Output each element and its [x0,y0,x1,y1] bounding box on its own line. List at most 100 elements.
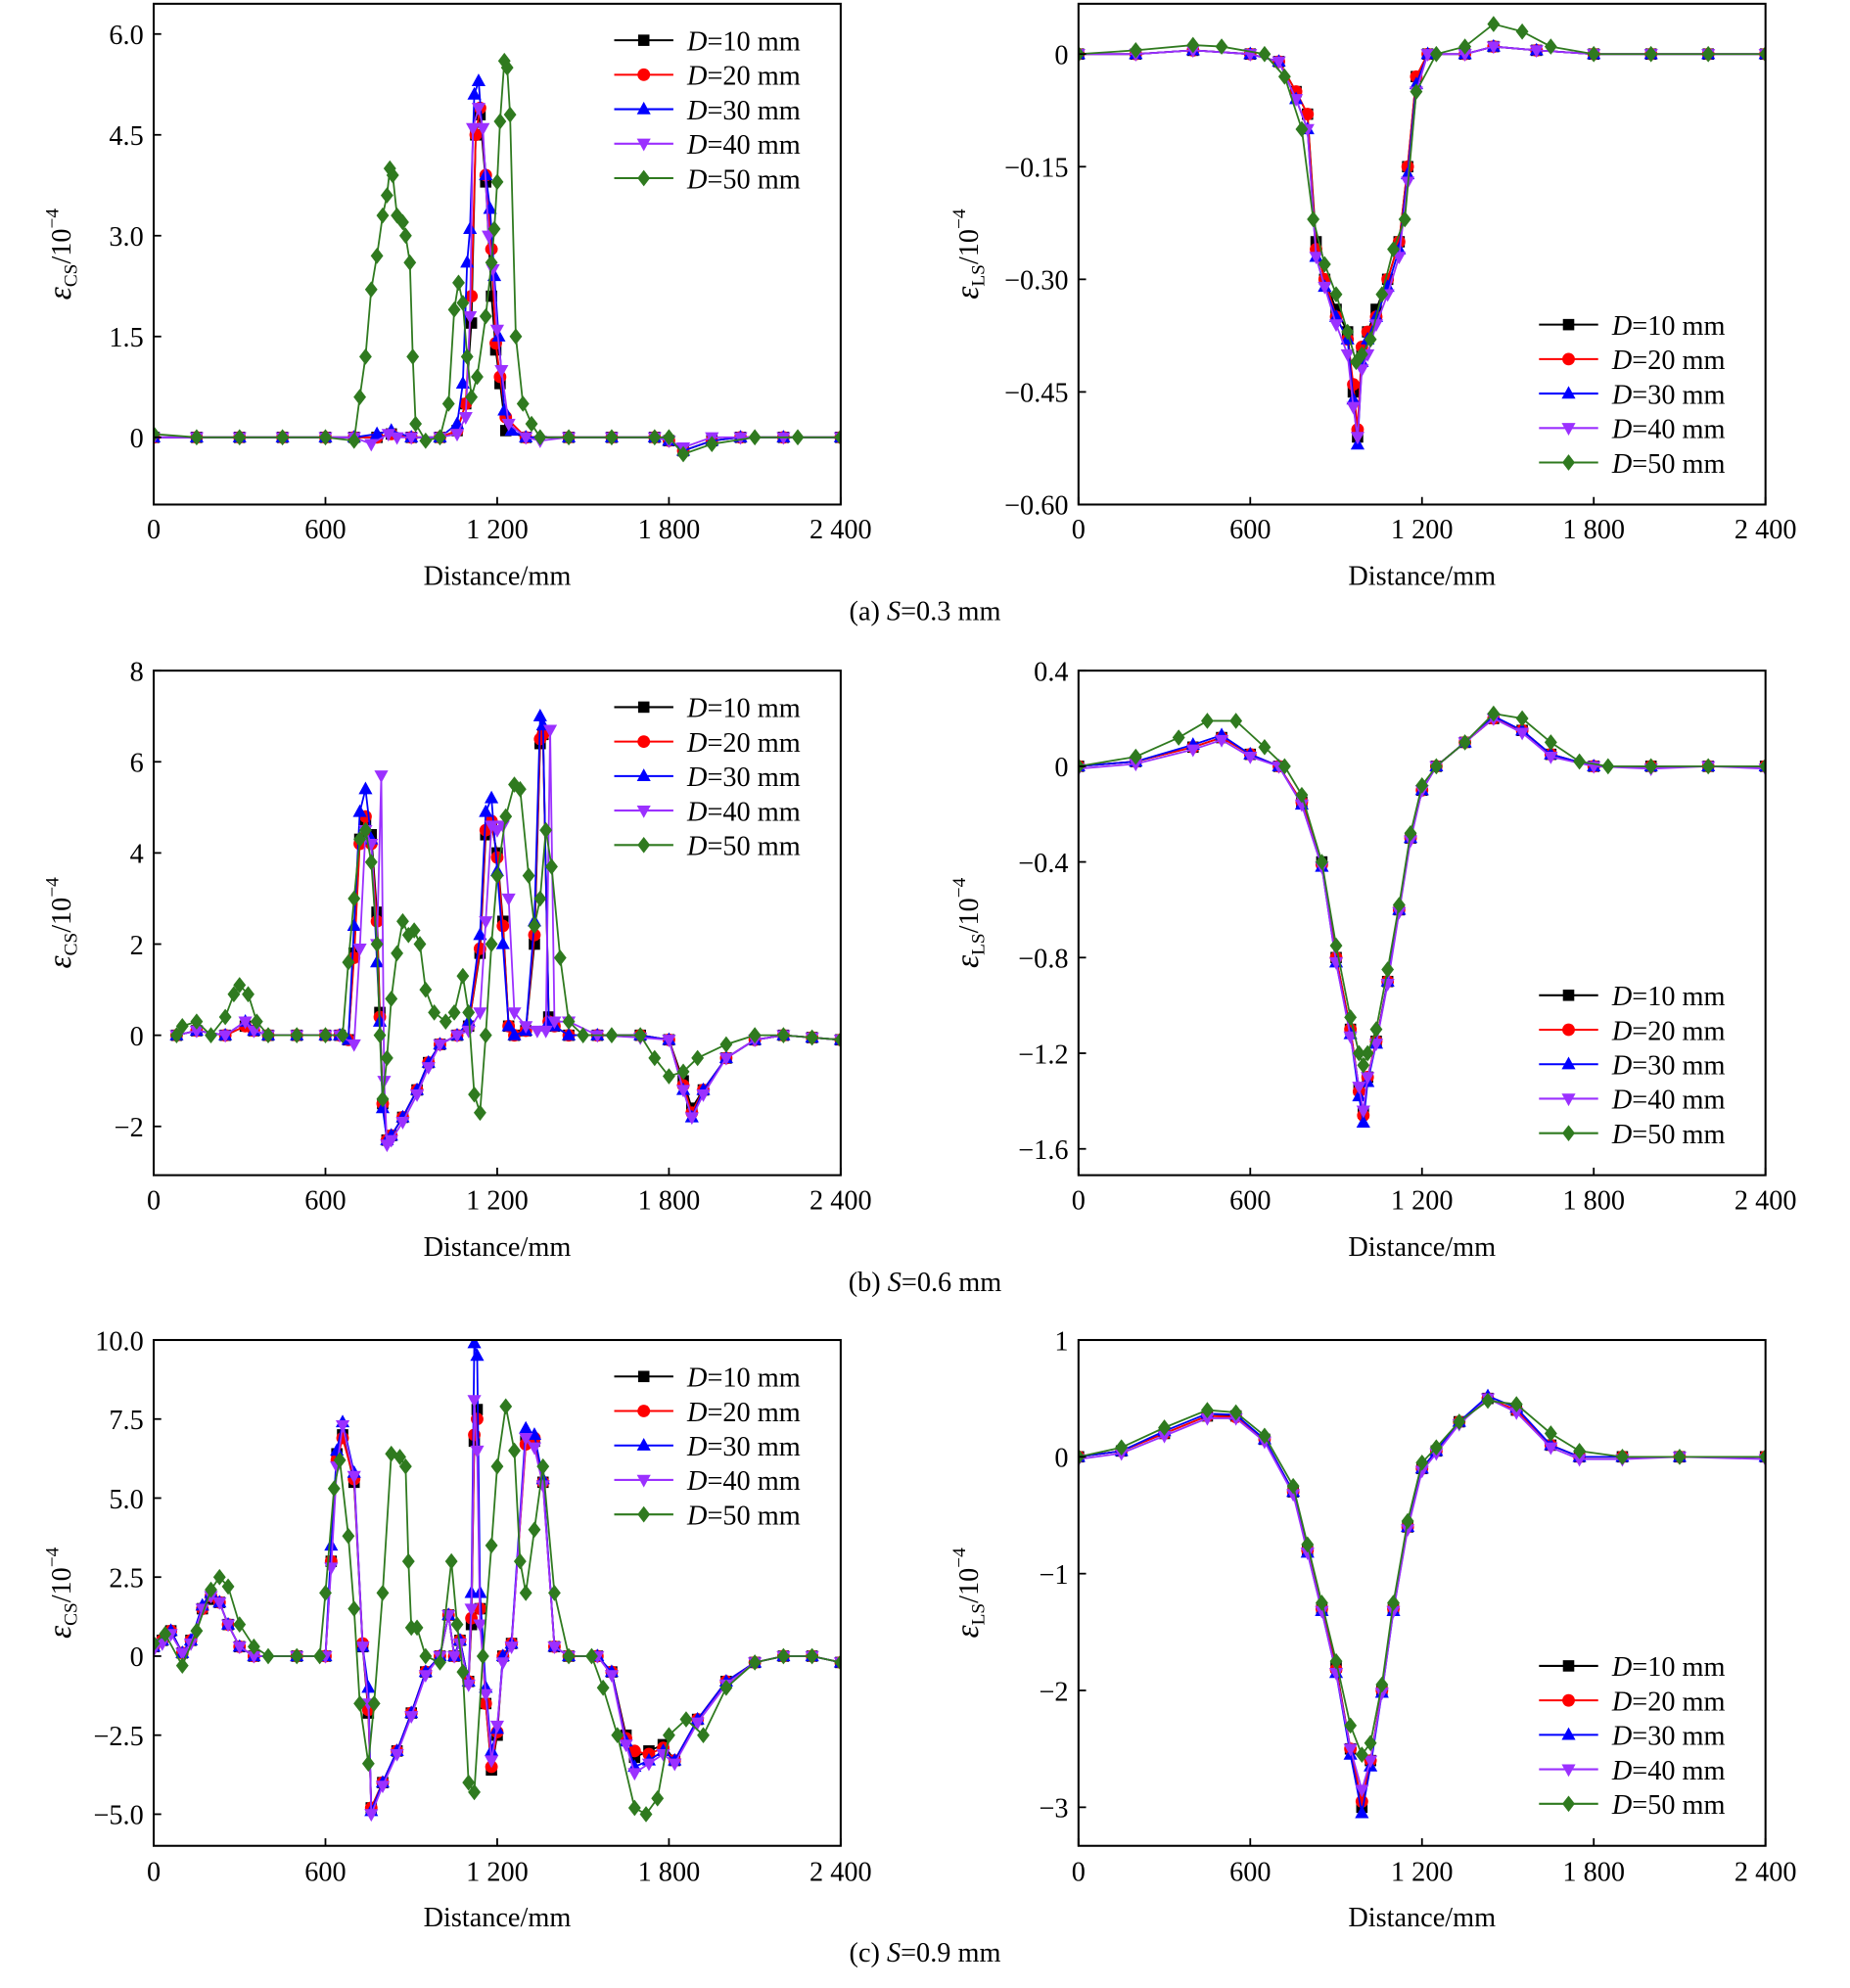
y-tick-label: 7.5 [109,1406,143,1436]
data-point-diamond [1544,734,1557,751]
legend-value: =50 mm [1632,1120,1725,1150]
y-label-subscript: CS [62,264,82,288]
y-tick-label: −0.4 [1018,849,1068,879]
data-point-triangle-down [519,1432,533,1446]
data-point-diamond [333,1452,347,1469]
data-point-diamond [776,1027,790,1044]
legend-label: D=20 mm [686,1398,801,1428]
data-point-diamond [1429,758,1443,775]
y-label-superscript: −4 [949,1548,970,1568]
data-point-triangle-down [1286,1489,1301,1503]
data-point-circle [637,68,651,81]
data-point-triangle-up [532,708,547,721]
legend-item: D=50 mm [614,832,801,862]
plot-area [1078,705,1766,1129]
data-point-triangle-down [535,1480,550,1494]
data-point-diamond [1115,1439,1129,1456]
data-point-triangle-up [501,1018,516,1032]
data-point-triangle-up [358,781,373,795]
legend-item: D=10 mm [1539,1652,1726,1683]
y-label-unit: /10 [47,898,77,933]
caption-value: =0.9 mm [901,1938,1000,1968]
data-point-diamond [1458,734,1472,751]
series-line [1078,713,1766,1068]
x-tick-label: 1 800 [1562,515,1625,545]
x-tick-label: 1 200 [466,1858,529,1888]
data-point-triangle-down [421,1062,436,1075]
caption-value: =0.6 mm [902,1268,1001,1298]
data-point-triangle-down [409,1089,425,1102]
data-point-triangle-down [390,432,404,445]
data-point-diamond [1515,23,1529,40]
plot-area [154,1339,841,1823]
data-point-triangle-down [352,944,367,956]
data-point-triangle-down [1355,1784,1369,1798]
x-tick-label: 0 [147,515,161,545]
data-point-diamond [342,1527,355,1545]
data-point-diamond [468,1086,481,1103]
y-tick-label: 0 [1054,41,1068,71]
y-label-unit: /10 [954,229,985,264]
data-point-diamond [468,1783,481,1801]
data-point-diamond [1375,286,1389,303]
legend-variable: D [1611,346,1632,376]
legend-variable: D [1611,1790,1632,1821]
data-point-diamond [364,281,378,299]
data-point-triangle-up [324,1538,339,1551]
x-tick-label: 600 [1229,1185,1271,1216]
data-point-triangle-down [1561,1093,1576,1107]
plot-area [1078,16,1766,450]
data-point-diamond [460,348,474,365]
chart-panel-0: 0 600 1 200 1 800 2 400 0 1.5 3.0 4.5 6.0 Distance… [42,2,872,592]
data-point-circle [637,735,651,749]
data-point-diamond [473,1104,486,1122]
legend-value: =40 mm [707,1466,800,1497]
data-point-diamond [1129,42,1142,59]
legend-item: D=40 mm [1539,1086,1726,1116]
data-point-diamond [1562,1125,1575,1142]
data-point-triangle-up [467,86,482,100]
data-point-triangle-down [662,1035,676,1048]
legend-label: D=40 mm [1611,1756,1726,1786]
legend-item: D=50 mm [1539,1120,1726,1150]
data-point-triangle-down [1355,364,1369,378]
legend-label: D=40 mm [1611,415,1726,445]
data-point-diamond [1364,331,1377,348]
data-point-triangle-up [636,768,651,782]
data-point-diamond [1562,1795,1575,1813]
data-point-triangle-up [497,402,512,416]
data-point-diamond [697,1727,710,1744]
data-point-diamond [633,1027,647,1044]
data-point-triangle-down [1509,1407,1524,1420]
data-point-square [499,425,512,437]
data-point-diamond [553,949,567,966]
series-line [1078,1400,1766,1757]
data-point-diamond [662,429,675,446]
legend-value: =40 mm [1632,1086,1725,1116]
data-point-circle [1347,378,1360,392]
data-point-triangle-down [1386,1605,1401,1619]
legend-item: D=30 mm [614,96,801,126]
data-point-circle [1562,1023,1575,1037]
data-point-diamond [637,1505,651,1523]
data-point-diamond [1329,937,1343,954]
data-point-diamond [205,1027,217,1044]
data-point-triangle-down [1340,348,1355,362]
data-point-diamond [1200,713,1214,729]
data-point-diamond [212,1568,226,1586]
data-point-diamond [1229,1404,1243,1421]
data-point-diamond [276,429,290,446]
data-point-triangle-down [433,1039,447,1052]
data-point-diamond [1601,758,1615,775]
data-point-circle [1562,352,1575,366]
legend-item: D=10 mm [614,694,801,724]
data-point-square [1562,1660,1575,1672]
data-point-triangle-down [627,1768,642,1781]
data-point-diamond [1487,16,1501,32]
y-label-symbol: ε [949,286,986,300]
data-point-triangle-down [547,1016,562,1030]
x-tick-label: 2 400 [809,1858,872,1888]
data-point-diamond [364,854,378,871]
data-point-diamond [605,1027,619,1044]
data-point-triangle-up [1561,1056,1576,1070]
